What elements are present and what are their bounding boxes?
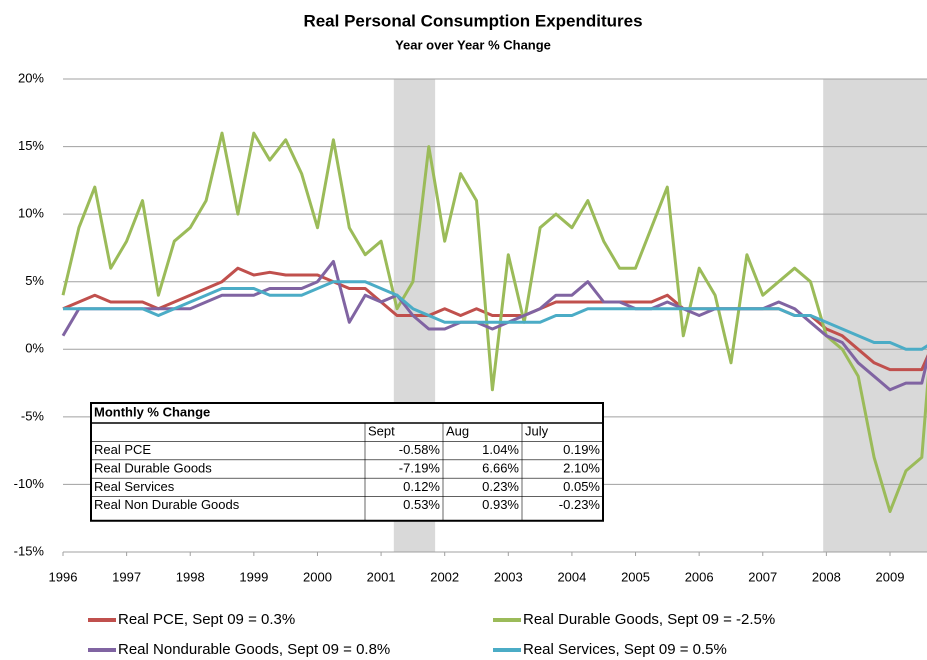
table-cell: 6.66% xyxy=(482,460,519,475)
table-cell: 0.53% xyxy=(403,497,440,512)
y-tick-label: 15% xyxy=(18,138,44,153)
x-tick-label: 2008 xyxy=(812,569,841,584)
y-tick-label: -5% xyxy=(21,408,45,423)
table-column-header: July xyxy=(525,423,549,438)
x-tick-label: 2007 xyxy=(748,569,777,584)
table-cell: 0.12% xyxy=(403,479,440,494)
chart-subtitle: Year over Year % Change xyxy=(395,37,551,52)
table-row-label: Real Durable Goods xyxy=(94,460,212,475)
x-tick-label: 2001 xyxy=(367,569,396,584)
y-tick-label: 20% xyxy=(18,70,44,85)
x-tick-label: 2006 xyxy=(685,569,714,584)
table-column-header: Aug xyxy=(446,423,469,438)
table-cell: 0.23% xyxy=(482,479,519,494)
series-line xyxy=(63,280,927,351)
y-tick-label: 0% xyxy=(25,341,44,356)
series-line xyxy=(62,266,927,372)
x-tick-label: 2003 xyxy=(494,569,523,584)
x-tick-label: 1998 xyxy=(176,569,205,584)
table-cell: -7.19% xyxy=(399,460,441,475)
series-line xyxy=(61,259,927,392)
x-tick-label: 2000 xyxy=(303,569,332,584)
chart-title: Real Personal Consumption Expenditures xyxy=(303,11,642,30)
y-tick-label: 10% xyxy=(18,206,44,221)
x-tick-label: 2002 xyxy=(430,569,459,584)
x-tick-label: 2005 xyxy=(621,569,650,584)
table-cell: -0.23% xyxy=(559,497,601,512)
table-column-header: Sept xyxy=(368,423,395,438)
table-cell: 2.10% xyxy=(563,460,600,475)
table-cell: 0.05% xyxy=(563,479,600,494)
table-cell: -0.58% xyxy=(399,442,441,457)
table-cell: 0.93% xyxy=(482,497,519,512)
legend-label: Real Nondurable Goods, Sept 09 = 0.8% xyxy=(118,641,390,658)
table-cell: 0.19% xyxy=(563,442,600,457)
table-row-label: Real Non Durable Goods xyxy=(94,497,240,512)
x-tick-label: 2004 xyxy=(557,569,586,584)
table-cell: 1.04% xyxy=(482,442,519,457)
table-row-label: Real PCE xyxy=(94,442,151,457)
y-tick-label: 5% xyxy=(25,273,44,288)
table-row-label: Real Services xyxy=(94,479,175,494)
table-title: Monthly % Change xyxy=(94,404,210,419)
recession-shade xyxy=(823,79,927,552)
x-tick-label: 2009 xyxy=(876,569,905,584)
y-tick-label: -15% xyxy=(14,543,45,558)
x-tick-label: 1999 xyxy=(239,569,268,584)
x-tick-label: 1997 xyxy=(112,569,141,584)
legend-label: Real PCE, Sept 09 = 0.3% xyxy=(118,611,295,628)
legend-label: Real Services, Sept 09 = 0.5% xyxy=(523,641,727,658)
y-tick-label: -10% xyxy=(14,476,45,491)
x-tick-label: 1996 xyxy=(49,569,78,584)
legend-label: Real Durable Goods, Sept 09 = -2.5% xyxy=(523,611,775,628)
